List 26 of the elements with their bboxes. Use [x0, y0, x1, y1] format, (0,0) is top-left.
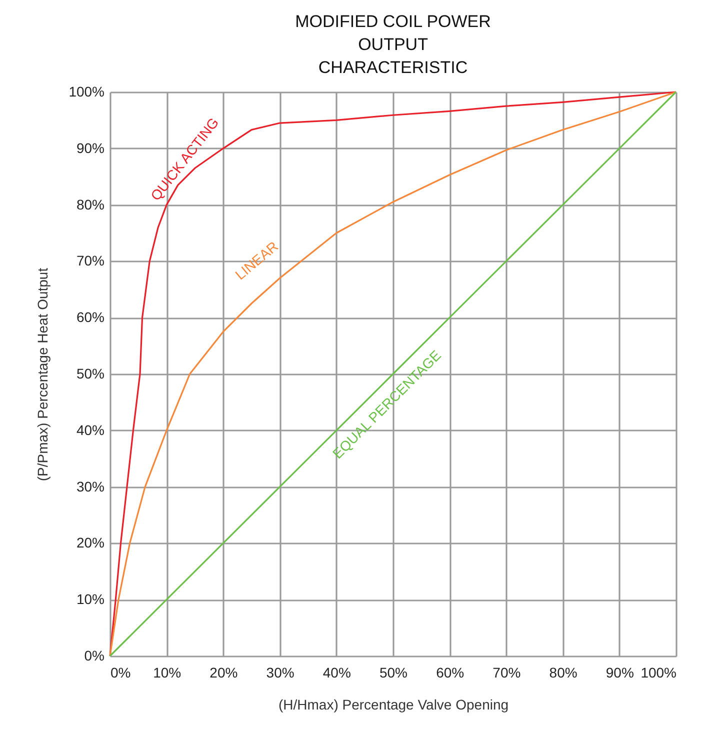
y-tick-label: 50%: [76, 366, 104, 382]
y-tick-label: 70%: [76, 252, 104, 269]
x-tick-label: 20%: [210, 664, 238, 680]
y-tick-label: 100%: [68, 84, 104, 100]
x-tick-label: 0%: [110, 664, 131, 680]
y-tick-label: 30%: [76, 478, 104, 494]
x-tick-label: 50%: [379, 664, 408, 680]
x-tick-label: 40%: [322, 664, 351, 680]
y-tick-label: 20%: [76, 534, 104, 551]
y-tick-label: 90%: [76, 140, 104, 156]
x-tick-label: 100%: [640, 664, 676, 680]
x-tick-label: 60%: [436, 664, 464, 680]
x-tick-label: 10%: [153, 664, 182, 680]
y-tick-label: 0%: [84, 648, 104, 664]
y-tick-label: 60%: [76, 309, 104, 326]
y-axis-title: (P/Pmax) Percentage Heat Output: [34, 268, 51, 482]
x-axis-title: (H/Hmax) Percentage Valve Opening: [278, 696, 509, 712]
x-tick-label: 90%: [606, 664, 634, 680]
chart-title: MODIFIED COIL POWER OUTPUT CHARACTERISTIC: [295, 12, 491, 77]
x-tick-label: 80%: [549, 664, 578, 680]
y-tick-label: 10%: [76, 591, 104, 608]
line-series: [109, 91, 677, 657]
x-tick-label: 30%: [266, 664, 294, 680]
y-tick-label: 40%: [76, 422, 104, 438]
x-tick-label: 70%: [492, 664, 521, 680]
y-tick-label: 80%: [76, 196, 104, 212]
